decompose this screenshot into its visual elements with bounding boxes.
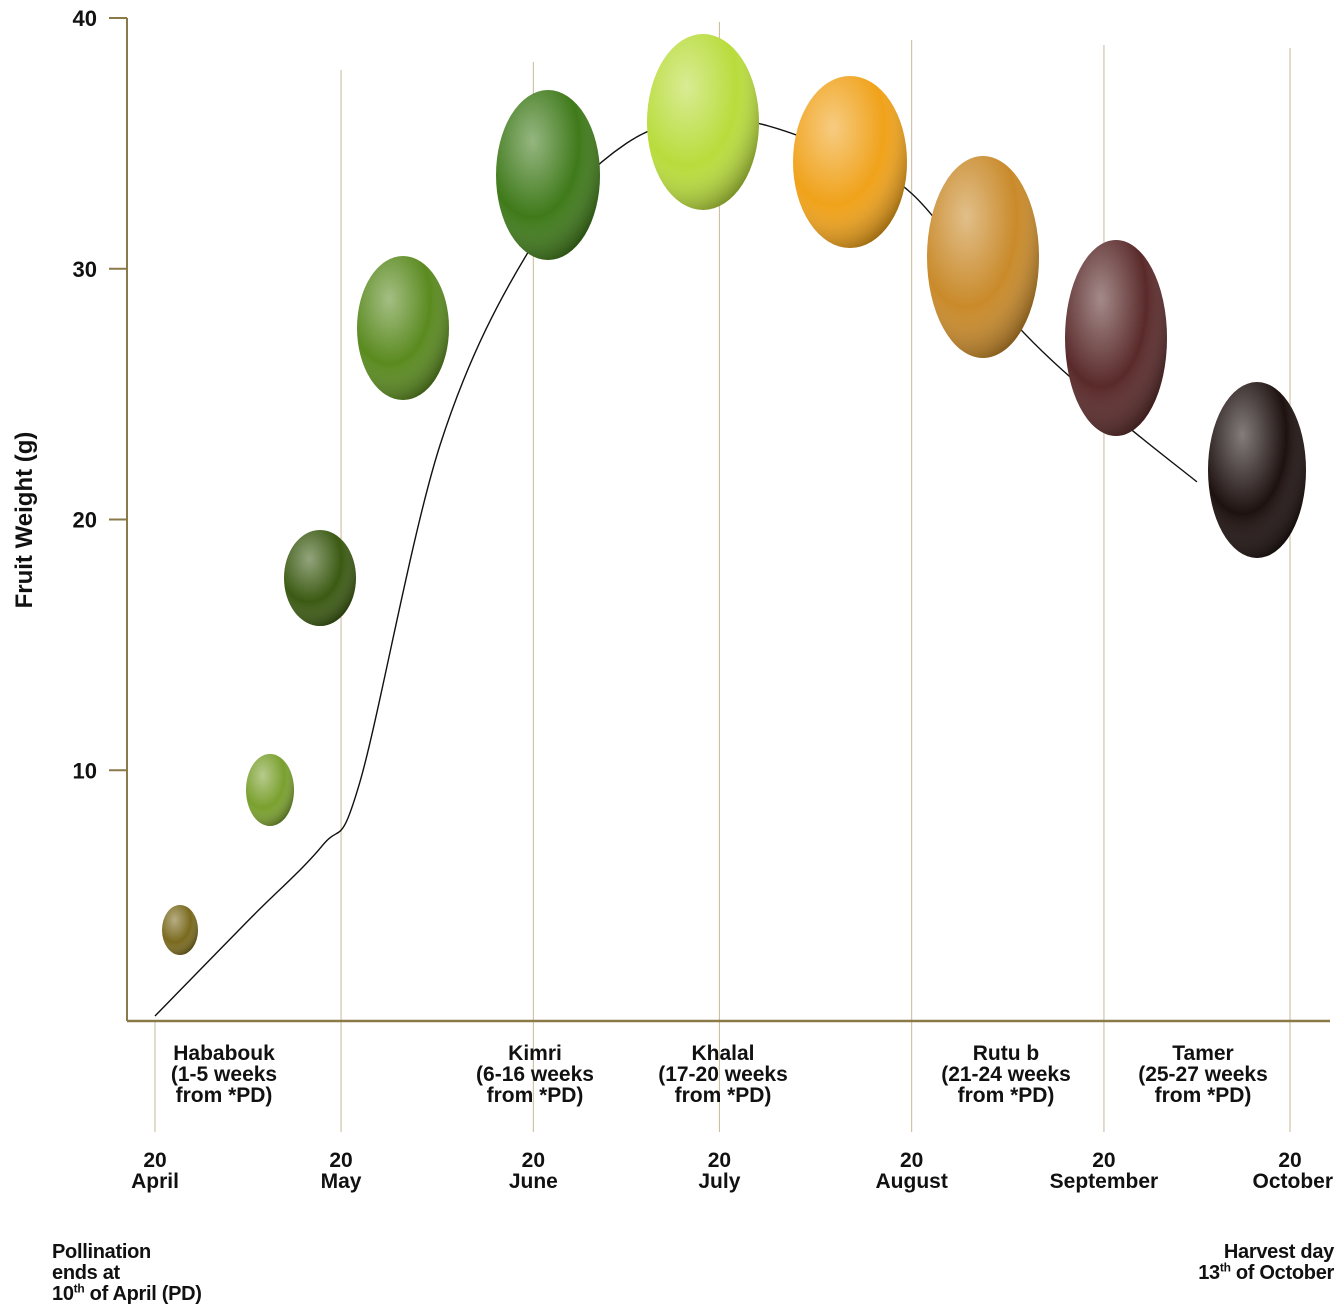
x-tick-month-september: September bbox=[1050, 1170, 1159, 1193]
fruit-7 bbox=[793, 76, 907, 248]
fruit-2 bbox=[246, 754, 294, 826]
x-tick-day-june: 20 bbox=[522, 1149, 545, 1172]
x-tick-month-october: October bbox=[1252, 1170, 1333, 1193]
pollination-note-line2: ends at bbox=[52, 1262, 120, 1284]
x-tick-month-june: June bbox=[509, 1170, 558, 1193]
stage-label-3-line1: Khalal bbox=[691, 1042, 754, 1065]
fruit-shade-1 bbox=[162, 905, 198, 955]
harvest-note-line1: Harvest day bbox=[1223, 1241, 1334, 1263]
stage-label-3-line3: from *PD) bbox=[675, 1084, 772, 1107]
y-tick-label-10: 10 bbox=[73, 758, 97, 783]
stage-label-1-line1: Hababouk bbox=[173, 1042, 275, 1065]
fruit-shade-9 bbox=[1065, 240, 1167, 436]
stage-label-2-line3: from *PD) bbox=[487, 1084, 584, 1107]
stage-label-1-line3: from *PD) bbox=[176, 1084, 273, 1107]
pollination-note: Pollination ends at 10th of April (PD) bbox=[52, 1242, 202, 1305]
y-axis-label: Fruit Weight (g) bbox=[11, 432, 38, 609]
fruit-shade-10 bbox=[1208, 382, 1306, 558]
stage-label-5-line3: from *PD) bbox=[1155, 1084, 1252, 1107]
x-tick-month-april: April bbox=[131, 1170, 179, 1193]
fruit-6 bbox=[647, 34, 759, 210]
harvest-note-line2: 13th of October bbox=[1198, 1260, 1334, 1284]
stage-label-5-line2: (25-27 weeks bbox=[1138, 1063, 1268, 1086]
fruit-shade-8 bbox=[927, 156, 1039, 358]
x-tick-day-august: 20 bbox=[900, 1149, 923, 1172]
stage-label-2-line1: Kimri bbox=[508, 1042, 562, 1065]
pollination-note-line1: Pollination bbox=[52, 1241, 151, 1263]
x-tick-month-august: August bbox=[876, 1170, 948, 1193]
fruit-shade-3 bbox=[284, 530, 356, 626]
x-tick-day-july: 20 bbox=[708, 1149, 731, 1172]
month-labels: 20April20May20June20July20August20Septem… bbox=[131, 1149, 1333, 1193]
fruit-shade-4 bbox=[357, 256, 449, 400]
fruit-shade-5 bbox=[496, 90, 600, 260]
stage-label-4-line1: Rutu b bbox=[973, 1042, 1039, 1065]
x-tick-day-may: 20 bbox=[329, 1149, 352, 1172]
x-tick-month-may: May bbox=[321, 1170, 362, 1193]
stage-label-2-line2: (6-16 weeks bbox=[476, 1063, 594, 1086]
y-tick-label-30: 30 bbox=[73, 257, 97, 282]
fruit-10 bbox=[1208, 382, 1306, 558]
fruit-4 bbox=[357, 256, 449, 400]
fruit-8 bbox=[927, 156, 1039, 358]
fruit-1 bbox=[162, 905, 198, 955]
fruit-5 bbox=[496, 90, 600, 260]
fruit-shade-6 bbox=[647, 34, 759, 210]
x-tick-day-october: 20 bbox=[1278, 1149, 1301, 1172]
harvest-note: Harvest day 13th of October bbox=[1198, 1242, 1334, 1284]
stage-label-4-line3: from *PD) bbox=[958, 1084, 1055, 1107]
x-tick-month-july: July bbox=[698, 1170, 740, 1193]
x-tick-day-april: 20 bbox=[143, 1149, 166, 1172]
fruit-shade-2 bbox=[246, 754, 294, 826]
stage-label-3-line2: (17-20 weeks bbox=[658, 1063, 788, 1086]
x-tick-day-september: 20 bbox=[1092, 1149, 1115, 1172]
fruit-images bbox=[162, 34, 1306, 955]
y-ticks: 10 20 30 40 bbox=[73, 6, 127, 783]
stage-label-4-line2: (21-24 weeks bbox=[941, 1063, 1071, 1086]
y-tick-label-20: 20 bbox=[73, 508, 97, 533]
stage-label-1-line2: (1-5 weeks bbox=[171, 1063, 277, 1086]
fruit-9 bbox=[1065, 240, 1167, 436]
y-tick-label-40: 40 bbox=[73, 6, 97, 31]
pollination-note-line3: 10th of April (PD) bbox=[52, 1281, 202, 1305]
fruit-shade-7 bbox=[793, 76, 907, 248]
stage-label-5-line1: Tamer bbox=[1172, 1042, 1233, 1065]
fruit-3 bbox=[284, 530, 356, 626]
